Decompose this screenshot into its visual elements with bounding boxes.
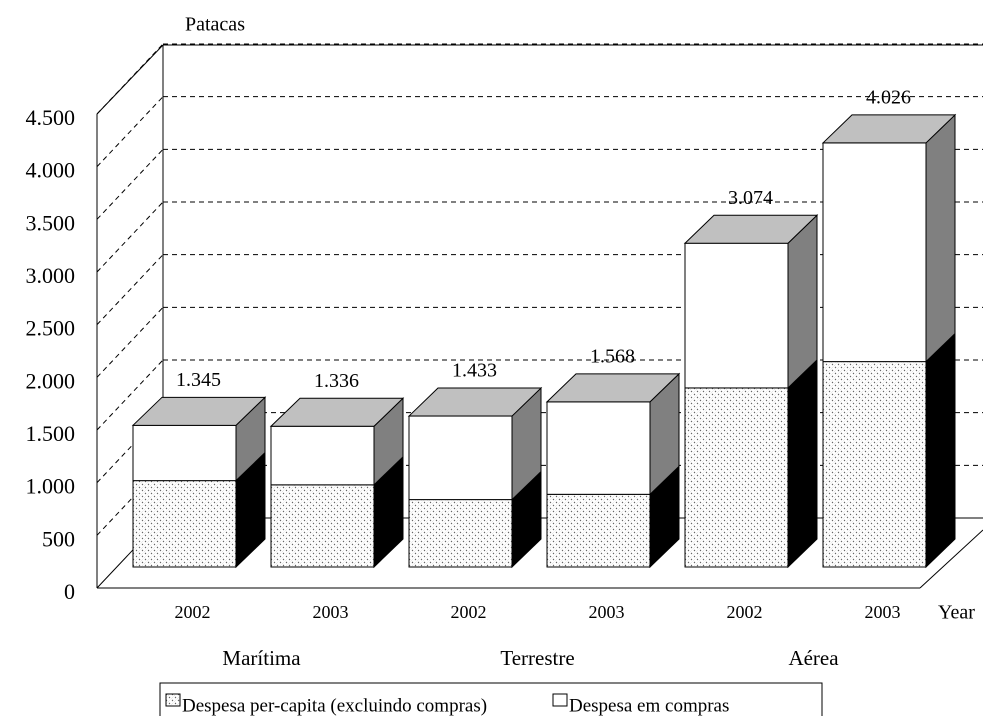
bar-segment <box>822 361 927 568</box>
bar-top <box>821 114 957 144</box>
y-tick-label: 2.000 <box>26 368 76 393</box>
bar-top <box>407 387 543 417</box>
bar-side <box>787 358 818 569</box>
x-tick-label: 2002 <box>175 602 211 622</box>
x-tick-label: 2003 <box>865 602 901 622</box>
y-tick-label: 1.000 <box>26 474 76 499</box>
bar-segment <box>270 425 375 486</box>
group-label: Terrestre <box>500 646 574 670</box>
x-axis-title: Year <box>938 602 975 624</box>
value-label: 1.345 <box>176 369 221 391</box>
grid-line <box>96 412 164 484</box>
bar-segment <box>270 484 375 568</box>
y-tick-label: 500 <box>42 526 75 551</box>
y-tick-label: 4.500 <box>26 105 76 130</box>
x-tick-label: 2002 <box>451 602 487 622</box>
x-tick-label: 2003 <box>313 602 349 622</box>
value-label: 1.336 <box>314 370 359 392</box>
group-label: Aérea <box>788 646 839 670</box>
x-tick-label: 2003 <box>589 602 625 622</box>
y-axis-title: Patacas <box>185 14 245 36</box>
legend-swatch <box>165 693 181 707</box>
bar-segment <box>822 142 927 363</box>
grid-line <box>96 96 164 168</box>
value-label: 1.433 <box>452 360 497 382</box>
bar-top <box>131 396 267 426</box>
group-label: Marítima <box>222 646 301 670</box>
x-tick-label: 2002 <box>727 602 763 622</box>
legend-label: Despesa em compras <box>569 695 729 716</box>
legend-swatch <box>552 693 568 707</box>
value-label: 4.026 <box>866 87 911 109</box>
y-tick-label: 3.500 <box>26 210 76 235</box>
bar-side <box>925 113 956 363</box>
bar-segment <box>408 499 513 568</box>
grid-line <box>96 201 164 273</box>
bar-segment <box>684 242 789 389</box>
y-tick-label: 2.500 <box>26 316 76 341</box>
bar-segment <box>546 401 651 495</box>
grid-line <box>96 464 164 536</box>
grid-line <box>96 254 164 326</box>
y-tick-label: 1.500 <box>26 421 76 446</box>
grid-line <box>96 148 164 220</box>
bar-top <box>269 397 405 427</box>
bar-top <box>683 214 819 244</box>
value-label: 3.074 <box>728 187 773 209</box>
bar-side <box>925 332 956 569</box>
bar-segment <box>132 424 237 482</box>
y-tick-label: 4.000 <box>26 158 76 183</box>
legend <box>159 682 823 716</box>
y-tick-label: 3.000 <box>26 263 76 288</box>
bar-segment <box>132 480 237 568</box>
bar-segment <box>408 415 513 501</box>
value-label: 1.568 <box>590 345 635 367</box>
bar-segment <box>684 387 789 568</box>
bar-top <box>545 373 681 403</box>
grid-line <box>96 306 164 378</box>
grid-line <box>96 359 164 431</box>
legend-label: Despesa per-capita (excluindo compras) <box>182 695 487 716</box>
bar-side <box>787 214 818 390</box>
bar-segment <box>546 493 651 568</box>
y-tick-label: 0 <box>64 579 75 604</box>
